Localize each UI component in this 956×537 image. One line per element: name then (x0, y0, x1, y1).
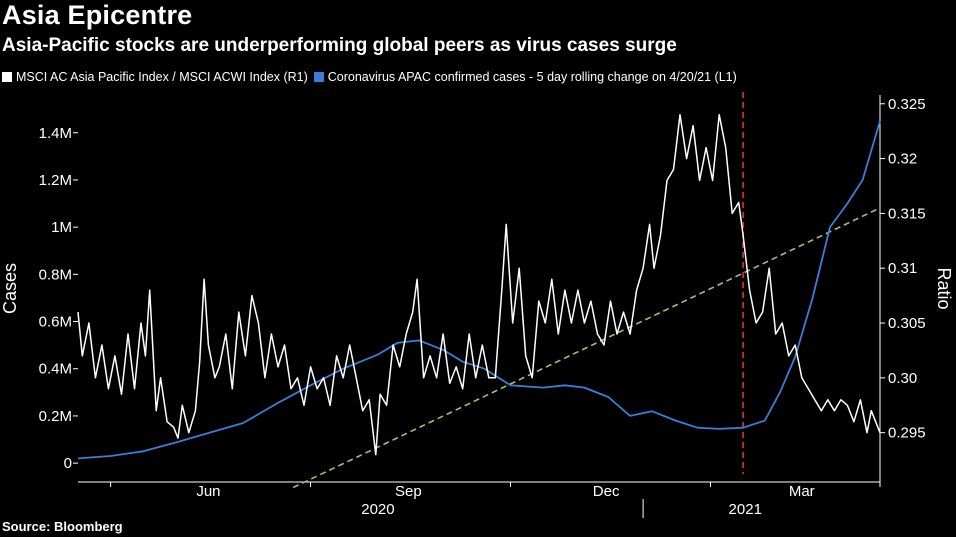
left-axis-tick-label: 0.6M (39, 314, 72, 331)
legend-label-cases: Coronavirus APAC confirmed cases - 5 day… (327, 70, 737, 84)
x-axis-year-label: 2020 (361, 501, 394, 518)
legend-swatch-ratio (2, 72, 12, 82)
right-axis-tick-label: 0.295 (888, 425, 926, 442)
left-axis-tick-label: 0.4M (39, 361, 72, 378)
left-axis-tick-label: 1M (51, 219, 72, 236)
left-axis-tick-label: 1.2M (39, 172, 72, 189)
left-axis-tick-label: 1.4M (39, 125, 72, 142)
legend-label-ratio: MSCI AC Asia Pacific Index / MSCI ACWI I… (16, 70, 308, 84)
x-axis-month-label: Sep (395, 483, 422, 500)
right-axis-tick-label: 0.325 (888, 96, 926, 113)
legend-item-ratio: MSCI AC Asia Pacific Index / MSCI ACWI I… (2, 70, 308, 84)
series-line-cases (77, 120, 881, 460)
x-axis-month-label: Jun (196, 483, 220, 500)
chart-title: Asia Epicentre (2, 0, 193, 30)
trendline (292, 207, 881, 489)
left-axis-tick-label: 0.2M (39, 408, 72, 425)
right-axis-tick-label: 0.305 (888, 315, 926, 332)
right-axis-label: Ratio (934, 267, 954, 309)
x-axis-year-label: 2021 (729, 501, 762, 518)
x-axis-month-label: Mar (789, 483, 815, 500)
chart-subtitle: Asia-Pacific stocks are underperforming … (2, 35, 677, 56)
legend-item-cases: Coronavirus APAC confirmed cases - 5 day… (313, 70, 737, 84)
right-axis-tick-label: 0.32 (888, 151, 917, 168)
right-axis-tick-label: 0.30 (888, 370, 917, 387)
left-axis-tick-label: 0 (64, 455, 72, 472)
legend-swatch-cases (313, 72, 324, 82)
left-axis-tick-label: 0.8M (39, 266, 72, 283)
legend: MSCI AC Asia Pacific Index / MSCI ACWI I… (2, 70, 743, 84)
left-axis-label: Cases (0, 263, 20, 314)
x-axis-month-label: Dec (593, 483, 620, 500)
right-axis-tick-label: 0.315 (888, 205, 926, 222)
right-axis-tick-label: 0.31 (888, 260, 917, 277)
series-line-ratio (77, 113, 881, 456)
source-note: Source: Bloomberg (2, 519, 123, 534)
